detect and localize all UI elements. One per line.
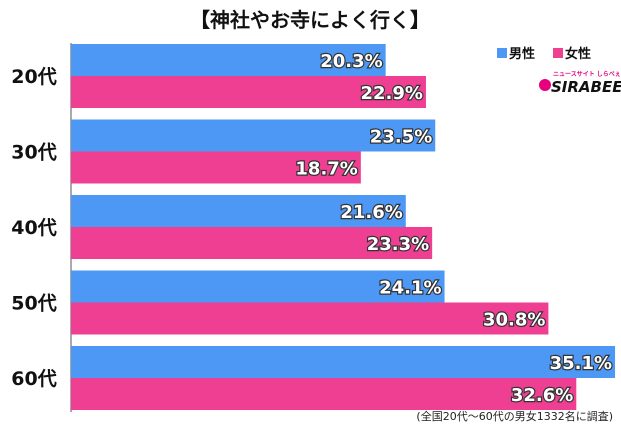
legend: 男性 女性 bbox=[497, 46, 591, 62]
category-labels: 20代 30代 40代 50代 60代 bbox=[11, 66, 56, 390]
logo-mark-icon bbox=[539, 79, 551, 91]
data-label: 23.3% bbox=[367, 234, 429, 255]
logo-text: SIRABEE bbox=[551, 78, 621, 96]
category-label: 30代 bbox=[11, 142, 56, 164]
bar-male bbox=[71, 119, 436, 152]
data-label: 20.3% bbox=[320, 51, 382, 72]
source-note: (全国20代～60代の男女1332名に調査) bbox=[416, 409, 613, 423]
bar-female bbox=[71, 227, 433, 259]
data-label: 22.9% bbox=[360, 83, 422, 104]
legend-male-label: 男性 bbox=[509, 46, 535, 62]
bar-female bbox=[71, 151, 361, 184]
bar-female bbox=[71, 378, 577, 410]
legend-male-swatch bbox=[497, 48, 507, 58]
category-label: 50代 bbox=[11, 293, 56, 315]
bar-male bbox=[71, 270, 445, 303]
data-label: 35.1% bbox=[550, 353, 612, 374]
category-label: 60代 bbox=[11, 368, 56, 390]
bar-female bbox=[71, 302, 549, 335]
bar-male bbox=[71, 346, 616, 378]
bars-group: 20.3% 22.9% 23.5% 18.7% 21.6% 23.3% 24.1% 30.8%… bbox=[71, 44, 616, 410]
bar-female bbox=[71, 76, 426, 108]
data-label: 24.1% bbox=[379, 278, 441, 299]
data-label: 30.8% bbox=[483, 310, 545, 331]
legend-female-swatch bbox=[553, 48, 563, 58]
logo-tagline: ニュースサイト しらべぇ bbox=[553, 71, 621, 78]
category-label: 20代 bbox=[11, 66, 56, 88]
bar-male bbox=[71, 195, 406, 227]
category-label: 40代 bbox=[11, 217, 56, 239]
sirabee-logo: ニュースサイト しらべぇ SIRABEE bbox=[539, 71, 621, 96]
bar-male bbox=[71, 44, 386, 76]
data-label: 23.5% bbox=[370, 127, 432, 148]
legend-female-label: 女性 bbox=[565, 46, 591, 62]
chart-title: 【神社やお寺によく行く】 bbox=[190, 8, 430, 32]
data-label: 21.6% bbox=[340, 202, 402, 223]
data-label: 18.7% bbox=[295, 159, 357, 180]
data-label: 32.6% bbox=[511, 385, 573, 406]
